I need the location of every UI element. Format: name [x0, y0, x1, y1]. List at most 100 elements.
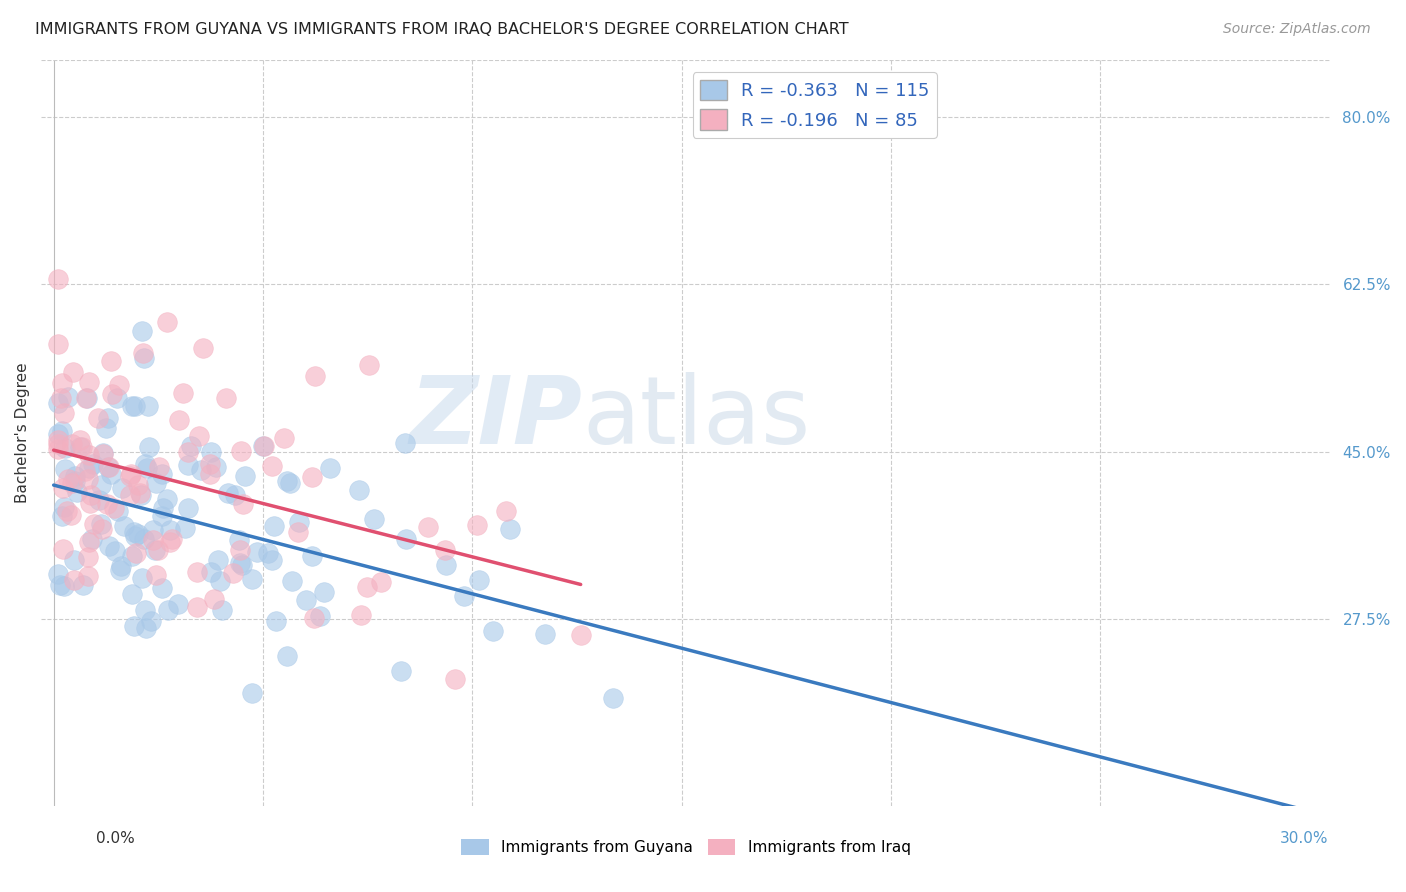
Point: [276, 474, 298, 488]
Point: [79, 535, 101, 549]
Point: [301, 549, 323, 563]
Point: [90, 517, 112, 532]
Point: [87, 410, 110, 425]
Point: [63, 474, 86, 488]
Point: [89, 493, 111, 508]
Point: [80, 488, 103, 502]
Point: [240, 686, 263, 700]
Point: [121, 587, 143, 601]
Point: [124, 529, 146, 543]
Point: [122, 618, 145, 632]
Point: [145, 475, 167, 490]
Point: [134, 603, 156, 617]
Point: [273, 431, 295, 445]
Point: [56, 390, 79, 404]
Point: [46, 427, 69, 442]
Point: [91, 522, 114, 536]
Point: [134, 457, 156, 471]
Point: [142, 533, 165, 548]
Point: [112, 518, 135, 533]
Point: [172, 386, 194, 401]
Text: IMMIGRANTS FROM GUYANA VS IMMIGRANTS FROM IRAQ BACHELOR'S DEGREE CORRELATION CHA: IMMIGRANTS FROM GUYANA VS IMMIGRANTS FRO…: [35, 22, 849, 37]
Point: [276, 648, 298, 663]
Point: [191, 341, 214, 355]
Point: [287, 525, 309, 540]
Point: [100, 354, 122, 368]
Point: [52, 579, 75, 593]
Point: [302, 611, 325, 625]
Point: [55, 504, 77, 518]
Point: [262, 459, 284, 474]
Point: [51, 376, 73, 390]
Point: [370, 574, 392, 589]
Point: [91, 447, 114, 461]
Point: [51, 508, 73, 523]
Point: [131, 570, 153, 584]
Point: [108, 377, 131, 392]
Point: [124, 399, 146, 413]
Point: [129, 487, 152, 501]
Point: [394, 436, 416, 450]
Point: [110, 563, 132, 577]
Point: [129, 486, 152, 500]
Point: [46, 272, 69, 286]
Point: [60, 475, 83, 490]
Point: [104, 543, 127, 558]
Point: [232, 497, 254, 511]
Point: [257, 546, 280, 560]
Point: [246, 545, 269, 559]
Point: [152, 500, 174, 515]
Point: [96, 497, 118, 511]
Legend: R = -0.363   N = 115, R = -0.196   N = 85: R = -0.363 N = 115, R = -0.196 N = 85: [693, 72, 936, 137]
Point: [156, 315, 179, 329]
Point: [120, 467, 142, 482]
Point: [111, 481, 134, 495]
Point: [159, 524, 181, 538]
Point: [211, 603, 233, 617]
Point: [76, 391, 98, 405]
Point: [75, 391, 97, 405]
Point: [72, 578, 94, 592]
Point: [304, 368, 326, 383]
Point: [188, 429, 211, 443]
Point: [48, 577, 70, 591]
Point: [215, 391, 238, 405]
Point: [138, 440, 160, 454]
Text: atlas: atlas: [582, 372, 811, 464]
Point: [209, 574, 232, 589]
Point: [90, 478, 112, 492]
Point: [159, 534, 181, 549]
Point: [52, 482, 75, 496]
Point: [107, 504, 129, 518]
Point: [125, 546, 148, 560]
Point: [51, 424, 73, 438]
Point: [224, 488, 246, 502]
Text: Source: ZipAtlas.com: Source: ZipAtlas.com: [1223, 22, 1371, 37]
Point: [77, 376, 100, 390]
Point: [77, 448, 100, 462]
Point: [309, 608, 332, 623]
Point: [143, 542, 166, 557]
Point: [53, 500, 76, 514]
Point: [156, 492, 179, 507]
Point: [357, 359, 380, 373]
Point: [301, 470, 323, 484]
Point: [278, 476, 301, 491]
Point: [312, 584, 335, 599]
Point: [167, 597, 190, 611]
Point: [107, 391, 129, 405]
Point: [122, 524, 145, 539]
Point: [253, 439, 276, 453]
Point: [70, 441, 93, 455]
Point: [110, 558, 132, 573]
Point: [533, 627, 555, 641]
Point: [56, 472, 79, 486]
Point: [231, 444, 253, 458]
Point: [142, 523, 165, 537]
Point: [65, 469, 87, 483]
Point: [46, 336, 69, 351]
Point: [288, 515, 311, 529]
Point: [350, 608, 373, 623]
Point: [136, 399, 159, 413]
Point: [127, 527, 149, 541]
